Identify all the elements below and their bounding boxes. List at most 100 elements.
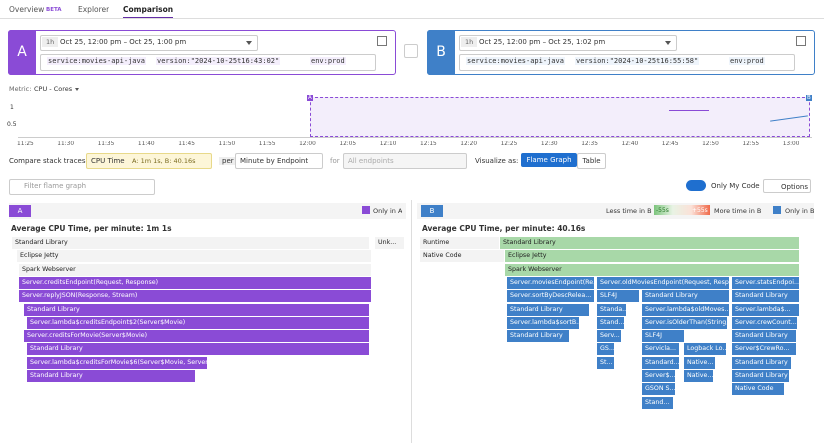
flame-frame[interactable]: Stand... [642,396,674,409]
tab[interactable]: Explorer [78,5,110,14]
filter-input[interactable] [9,179,155,195]
time-picker[interactable] [40,35,258,51]
time-picker[interactable] [459,35,677,51]
toggle-off[interactable]: Table [577,153,606,169]
x-tick-label: 12:10 [379,141,397,147]
flame-frame[interactable]: Native... [684,356,716,369]
flame-frame[interactable]: Server.lambda$creditsForMovie$6(Server$M… [27,356,208,369]
flame-frame[interactable]: Native... [684,370,714,382]
flame-frame[interactable]: Stand... [597,316,625,329]
flame-frame[interactable]: Server.moviesEndpoint(Re... [507,276,595,289]
flame-frame[interactable]: St... [597,356,615,369]
query-token: service:movies-api-java [466,57,565,65]
dropdown[interactable] [86,153,212,169]
flame-frame[interactable]: Standard... [642,356,680,369]
diff-label: +55s [692,207,708,214]
x-tick-label: 12:50 [702,141,719,147]
flame-frame[interactable]: Standard Library [732,356,792,369]
flame-frame[interactable]: Server.lambda$... [732,303,800,316]
label: for [330,157,340,165]
flame-frame[interactable]: Server.lambda$creditsEndpoint$2(Server$M… [27,316,370,329]
dropdown[interactable] [343,153,467,169]
flame-frame[interactable]: Native Code [732,383,785,396]
metric-select: CPU Time [91,157,125,165]
flame-frame[interactable]: Unk... [375,237,405,249]
flame-frame[interactable]: Server.isOlderThan(String,... [642,316,728,329]
flame-frame[interactable]: SLF4J [597,290,640,303]
flame-frame[interactable]: GSON S... [642,383,676,396]
flame-frame[interactable]: Server.crewCount... [732,316,798,329]
label: Compare stack traces: [9,157,88,165]
tab[interactable]: Comparison [123,5,174,19]
flame-frame[interactable]: Spark Webserver [19,263,372,276]
flame-frame[interactable]: Server.sortByDescRelea... [507,290,595,303]
flame-frame[interactable]: SLF4J [642,330,685,343]
flame-frame[interactable]: Server.lambda$sortB... [507,316,580,329]
x-tick-label: 12:05 [339,141,357,147]
flame-frame[interactable]: Standard Library [27,343,370,356]
options-button[interactable]: Options [763,179,811,193]
diff-label: -55s [656,207,669,214]
legend: Only in A [373,207,403,215]
flame-frame[interactable]: Spark Webserver [505,263,800,276]
flame-frame[interactable]: Server.oldMoviesEndpoint(Request, Respo.… [597,276,730,289]
flame-frame[interactable]: Native Code [420,250,505,263]
flame-frame[interactable]: Server.creditsForMovie(Server$Movie) [24,330,370,343]
flame-frame[interactable]: Servicla... [642,343,680,356]
flame-frame[interactable]: Server.statsEndpoi... [732,276,800,289]
metric-detail: A: 1m 1s, B: 40.16s [132,157,196,165]
flame-frame[interactable]: Server.creditsEndpoint(Request, Response… [19,276,372,289]
query-token: env:prod [310,57,346,65]
flame-frame[interactable]: Logback Lo... [684,343,727,356]
endpoints: All endpoints [348,157,394,165]
dropdown[interactable] [235,153,323,169]
flame-frame[interactable]: Server.lambda$oldMoves... [642,303,730,316]
flame-frame[interactable]: Eclipse Jetty [17,250,372,263]
query-token: version:"2024-10-25t16:43:02" [156,57,281,65]
flame-frame[interactable]: Standard Library [27,370,196,382]
flame-frame[interactable]: Standa... [597,303,627,316]
flame-frame[interactable]: Server$... [642,370,676,382]
selection [310,97,810,137]
flame-frame[interactable]: Standard Library [12,237,370,249]
switch-label: Only My Code [711,182,760,190]
x-tick-label: 12:15 [420,141,437,147]
tab[interactable]: Overview [9,5,45,14]
flame-frame[interactable]: Standard Library [24,303,370,316]
flame-frame[interactable]: Standard Library [732,290,800,303]
time-range: Oct 25, 12:00 pm – Oct 25, 1:00 pm [60,38,187,46]
icon[interactable] [796,36,806,46]
flame-frame[interactable]: Standard Library [642,290,730,303]
flame-frame[interactable]: Eclipse Jetty [505,250,800,263]
caret [665,41,671,48]
flame-frame[interactable]: Standard Library [507,330,570,343]
query-token: version:"2024-10-25t16:55:58" [575,57,700,65]
flame-frame[interactable]: Standard Library [732,330,797,343]
x-tick-label: 11:35 [97,141,115,147]
toggle-on[interactable]: Flame Graph [521,153,577,167]
flame-frame[interactable]: Server$CrewRo... [732,343,797,356]
switch[interactable] [686,180,706,191]
panel-title: Average CPU Time, per minute: 40.16s [422,224,586,233]
flame-frame[interactable]: Server.replyJSON(Response, Stream) [19,290,372,303]
series-a [669,110,709,111]
legend: More time in B [714,207,762,215]
flame-frame[interactable]: Serv... [597,330,622,343]
duration: 1h [461,37,478,47]
swap-button[interactable] [404,44,418,58]
flame-frame[interactable]: Standard Library [500,237,800,249]
caret [75,88,79,93]
query-label: A [8,30,36,75]
flame-frame[interactable]: Standard Library [507,303,590,316]
diff-scale [654,205,710,215]
panel-title: Average CPU Time, per minute: 1m 1s [11,224,172,233]
x-tick-label: 12:20 [460,141,478,147]
x-tick-label: 12:30 [540,141,558,147]
x-tick-label: 11:40 [137,141,155,147]
icon[interactable] [377,36,387,46]
flame-frame[interactable]: Standard Library [732,370,790,382]
flame-frame[interactable]: Runtime [420,237,500,249]
axis [18,137,812,138]
flame-frame[interactable]: GS... [597,343,615,356]
panel-badge: B [421,205,443,217]
